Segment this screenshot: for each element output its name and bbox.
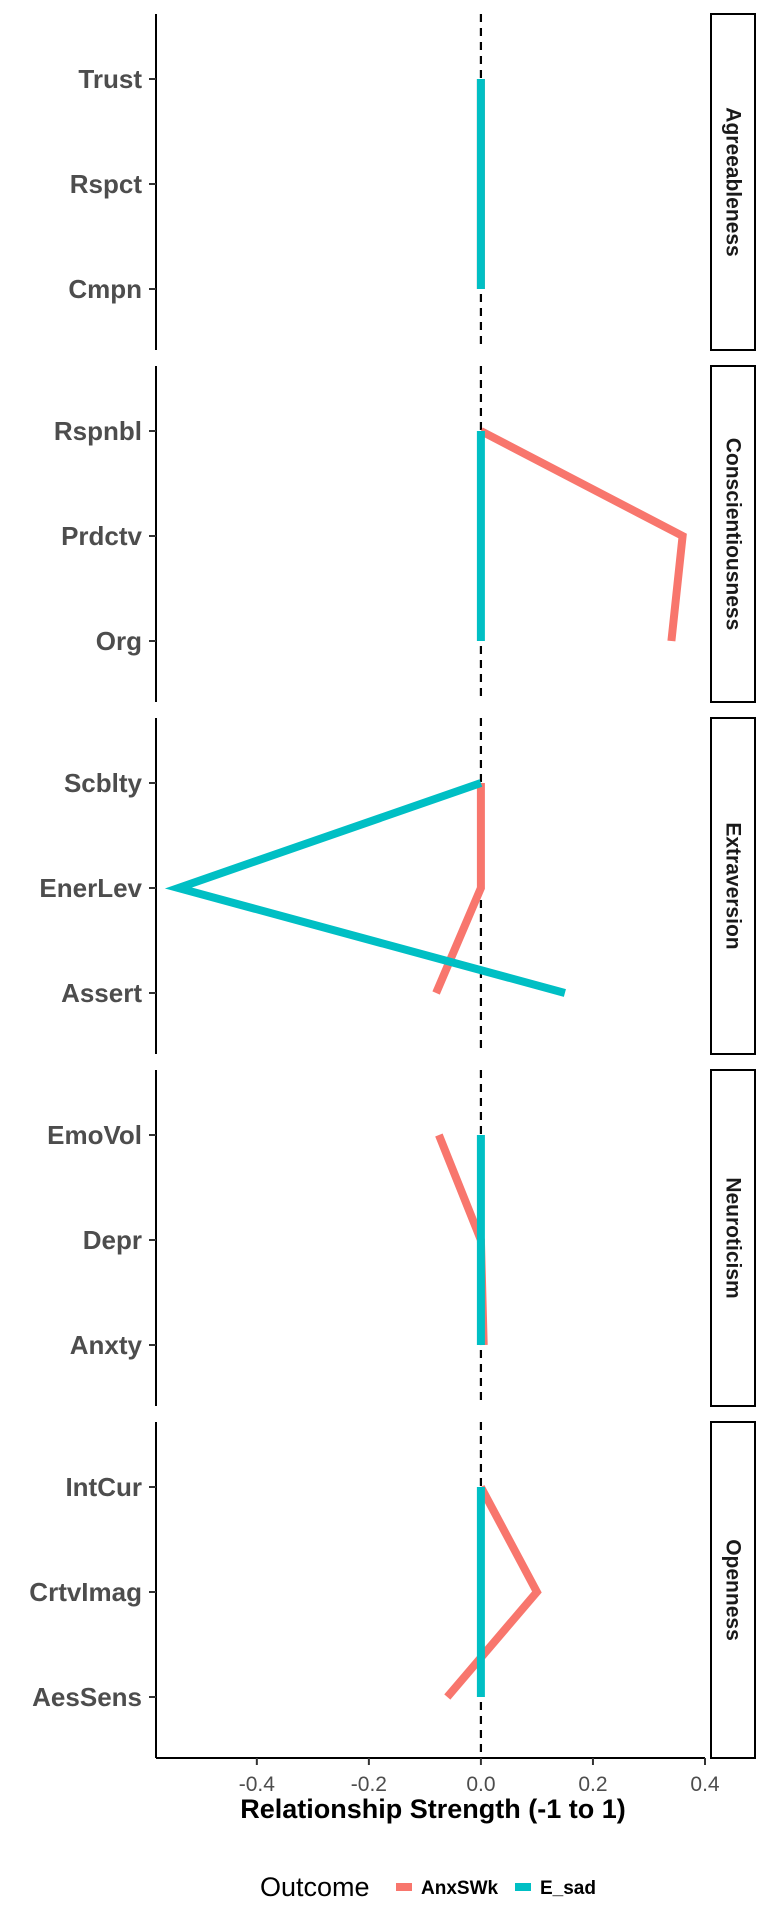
y-tick-label: Org <box>96 626 142 656</box>
facet-strip-label: Neuroticism <box>722 1177 745 1298</box>
y-tick-label: Cmpn <box>68 274 142 304</box>
legend-label-anxswk: AnxSWk <box>421 1878 499 1899</box>
legend: Outcome AnxSWk E_sad <box>260 1872 596 1902</box>
facet-strip <box>710 13 756 351</box>
legend-title: Outcome <box>260 1872 370 1902</box>
y-tick-label: Anxty <box>70 1330 143 1360</box>
facet-strip <box>710 365 756 703</box>
panel-conscientiousness: Rspnbl Prdctv Org Conscientiousness <box>54 365 756 703</box>
y-tick-label: Rspct <box>70 169 143 199</box>
panel-extraversion: Scblty EnerLev Assert Extraversion <box>39 717 756 1055</box>
panel-neuroticism: EmoVol Depr Anxty Neuroticism <box>47 1069 756 1407</box>
y-tick-label: Prdctv <box>61 521 142 551</box>
facet-strip <box>710 1421 756 1759</box>
facet-strip <box>710 1069 756 1407</box>
legend-label-e_sad: E_sad <box>540 1878 596 1899</box>
y-tick-label: CrtvImag <box>29 1577 142 1607</box>
x-tick-label: -0.4 <box>239 1773 276 1796</box>
facet-strip-label: Conscientiousness <box>722 438 745 631</box>
y-tick-label: IntCur <box>65 1472 142 1502</box>
series-line-anxswk <box>479 427 687 642</box>
y-tick-label: Depr <box>83 1225 142 1255</box>
facet-strip-label: Openness <box>722 1539 745 1641</box>
panel-agreeableness: Trust Rspct Cmpn Agreeableness <box>68 13 756 351</box>
y-tick-label: Assert <box>61 978 142 1008</box>
facet-strip <box>710 717 756 1055</box>
y-tick-label: EmoVol <box>47 1120 142 1150</box>
y-tick-label: Scblty <box>64 768 143 798</box>
x-axis-title: Relationship Strength (-1 to 1) <box>240 1794 626 1824</box>
x-axis: -0.4 -0.2 0.0 0.2 0.4 <box>156 1757 720 1796</box>
facet-strip-label: Extraversion <box>722 822 745 949</box>
facet-strip-label: Agreeableness <box>722 107 745 256</box>
y-tick-label: Trust <box>78 64 142 94</box>
x-tick-label: 0.2 <box>578 1773 607 1796</box>
x-tick-label: 0.4 <box>690 1773 720 1796</box>
y-tick-label: EnerLev <box>39 873 142 903</box>
y-tick-label: AesSens <box>32 1682 142 1712</box>
panels: Trust Rspct Cmpn Agreeableness Rspnbl Prdctv O… <box>29 13 756 1759</box>
x-tick-label: 0.0 <box>466 1773 495 1796</box>
series-line-anxswk <box>444 1485 542 1700</box>
y-tick-label: Rspnbl <box>54 416 142 446</box>
series-line-e_sad <box>164 779 566 997</box>
panel-openness: IntCur CrtvImag AesSens Openness <box>29 1421 756 1759</box>
x-tick-label: -0.2 <box>351 1773 387 1796</box>
